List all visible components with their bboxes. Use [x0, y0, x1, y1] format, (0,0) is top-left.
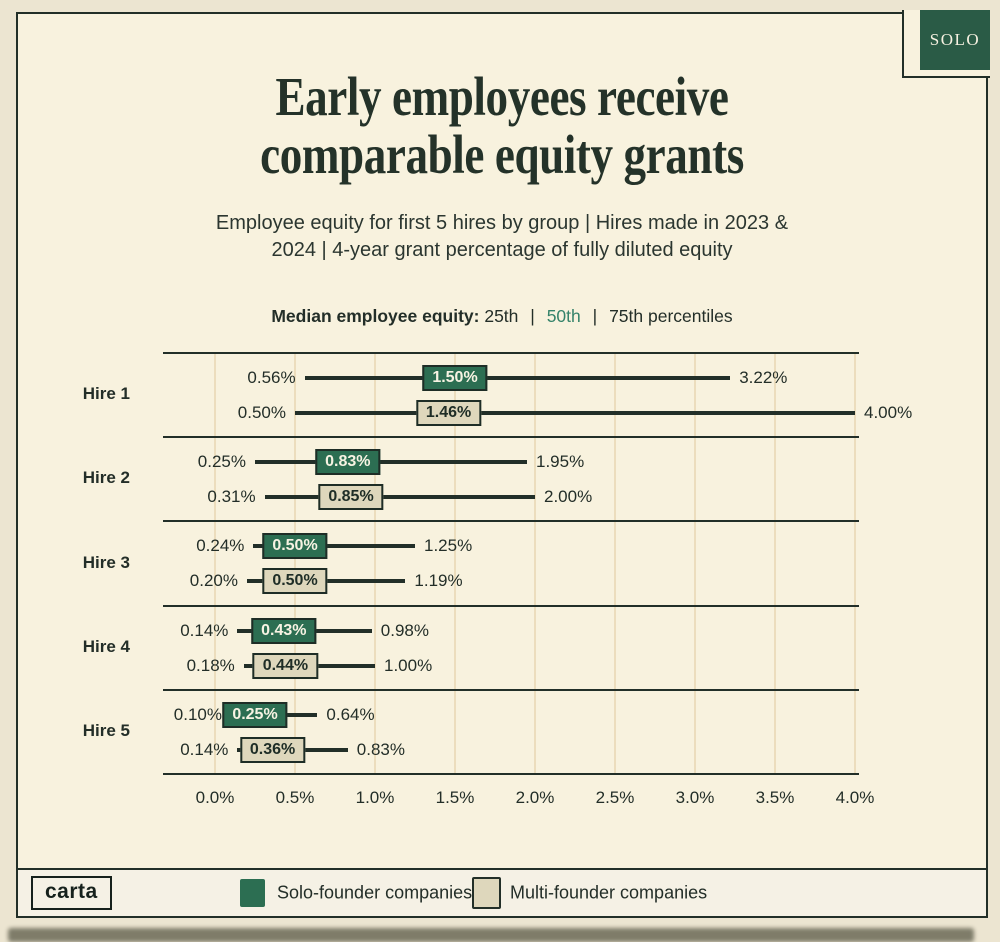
hire-group-label: Hire 2 — [82, 468, 130, 488]
x-gridline — [454, 353, 456, 773]
p75-value-label: 0.83% — [356, 739, 405, 759]
infographic-card: SOLO Early employees receive comparable … — [16, 10, 990, 918]
median-value-badge-solo: 1.50% — [422, 365, 488, 391]
x-gridline — [774, 353, 776, 773]
p75-value-label: 2.00% — [544, 487, 593, 507]
pipe-separator: | — [592, 306, 598, 326]
median-value-badge-solo: 0.43% — [251, 617, 317, 644]
hire-group-label: Hire 1 — [82, 384, 130, 404]
percentile-75th: 75th percentiles — [609, 306, 733, 326]
multi-range-line — [295, 411, 855, 415]
x-axis-tick-label: 3.0% — [675, 788, 715, 807]
x-gridline — [694, 353, 696, 773]
p25-value-label: 0.14% — [180, 739, 229, 759]
p25-value-label: 0.50% — [237, 403, 286, 422]
percentile-range-chart: 0.0% 0.5% 1.0% 1.5% 2.0% 2.5% 3.0% 3.5% 4.0% Hire… — [18, 352, 982, 817]
legend-label-multi: Multi-founder companies — [510, 882, 708, 903]
x-axis-tick-label: 1.0% — [355, 788, 395, 807]
x-gridline — [854, 353, 856, 773]
x-axis-tick-label: 2.0% — [515, 788, 555, 807]
p75-value-label: 1.95% — [536, 452, 585, 472]
group-separator-line — [163, 352, 859, 354]
p25-value-label: 0.24% — [196, 536, 245, 556]
pipe-separator: | — [530, 306, 535, 326]
p25-value-label: 0.56% — [247, 368, 296, 387]
p75-value-label: 0.98% — [380, 620, 429, 640]
legend-swatch-multi — [472, 877, 501, 909]
page-subtitle: Employee equity for first 5 hires by gro… — [215, 212, 789, 261]
group-separator-line — [163, 520, 859, 522]
x-axis-tick-label: 1.5% — [435, 788, 475, 807]
legend-label-solo: Solo-founder companies — [277, 882, 473, 903]
percentile-50th: 50th — [546, 306, 581, 326]
x-gridline — [294, 353, 296, 773]
group-separator-line — [163, 605, 859, 607]
percentile-note: Median employee equity: 25th | 50th | 75… — [18, 306, 986, 327]
group-separator-line — [163, 773, 859, 775]
page-title: Early employees receive comparable equit… — [260, 66, 744, 185]
solo-badge-label: SOLO — [929, 30, 981, 49]
p75-value-label: 1.00% — [384, 655, 433, 675]
p25-value-label: 0.18% — [186, 655, 235, 675]
x-axis-tick-label: 3.5% — [755, 788, 795, 807]
hire-group-label: Hire 3 — [82, 552, 130, 572]
p25-value-label: 0.25% — [197, 452, 246, 472]
card-drop-shadow — [8, 928, 974, 942]
carta-logo: carta — [31, 876, 112, 910]
x-gridline — [214, 353, 216, 773]
solo-badge-notch: SOLO — [902, 10, 990, 78]
p75-value-label: 1.25% — [424, 536, 473, 556]
legend-swatch-solo — [240, 879, 265, 907]
median-value-badge-multi: 0.36% — [239, 736, 306, 763]
x-axis-tick-label: 0.0% — [195, 788, 235, 807]
solo-range-line — [304, 376, 731, 380]
percentile-note-label: Median employee equity: — [271, 306, 480, 326]
median-value-badge-multi: 1.46% — [415, 400, 482, 426]
group-separator-line — [163, 689, 859, 691]
solo-range-line — [255, 460, 527, 465]
solo-range-line — [253, 544, 415, 549]
p75-value-label: 0.64% — [326, 704, 375, 724]
percentile-25th: 25th — [484, 306, 519, 326]
footer-bar: carta Solo-founder companies Multi-found… — [18, 868, 986, 916]
solo-series-badge: SOLO — [920, 10, 990, 70]
multi-range-line — [264, 495, 535, 500]
x-axis-tick-label: 0.5% — [275, 788, 315, 807]
carta-logo-label: carta — [45, 880, 98, 903]
x-gridline — [614, 353, 616, 773]
p75-value-label: 4.00% — [864, 403, 913, 422]
p25-value-label: 0.10% — [173, 704, 222, 724]
p25-value-label: 0.31% — [207, 487, 256, 507]
median-value-badge-multi: 0.44% — [252, 652, 319, 679]
x-gridline — [534, 353, 536, 773]
median-value-badge-multi: 0.50% — [262, 568, 328, 595]
p25-value-label: 0.14% — [180, 620, 229, 640]
x-gridline — [374, 353, 376, 773]
hire-group-label: Hire 4 — [82, 636, 130, 656]
p75-value-label: 3.22% — [739, 368, 788, 387]
p75-value-label: 1.19% — [414, 571, 463, 591]
x-axis-tick-label: 4.0% — [835, 788, 875, 807]
p25-value-label: 0.20% — [189, 571, 238, 591]
group-separator-line — [163, 436, 859, 438]
hire-group-label: Hire 5 — [82, 720, 130, 740]
x-axis-tick-label: 2.5% — [595, 788, 635, 807]
median-value-badge-multi: 0.85% — [318, 484, 384, 511]
median-value-badge-solo: 0.50% — [262, 533, 328, 560]
median-value-badge-solo: 0.83% — [315, 449, 381, 476]
median-value-badge-solo: 0.25% — [222, 701, 288, 728]
